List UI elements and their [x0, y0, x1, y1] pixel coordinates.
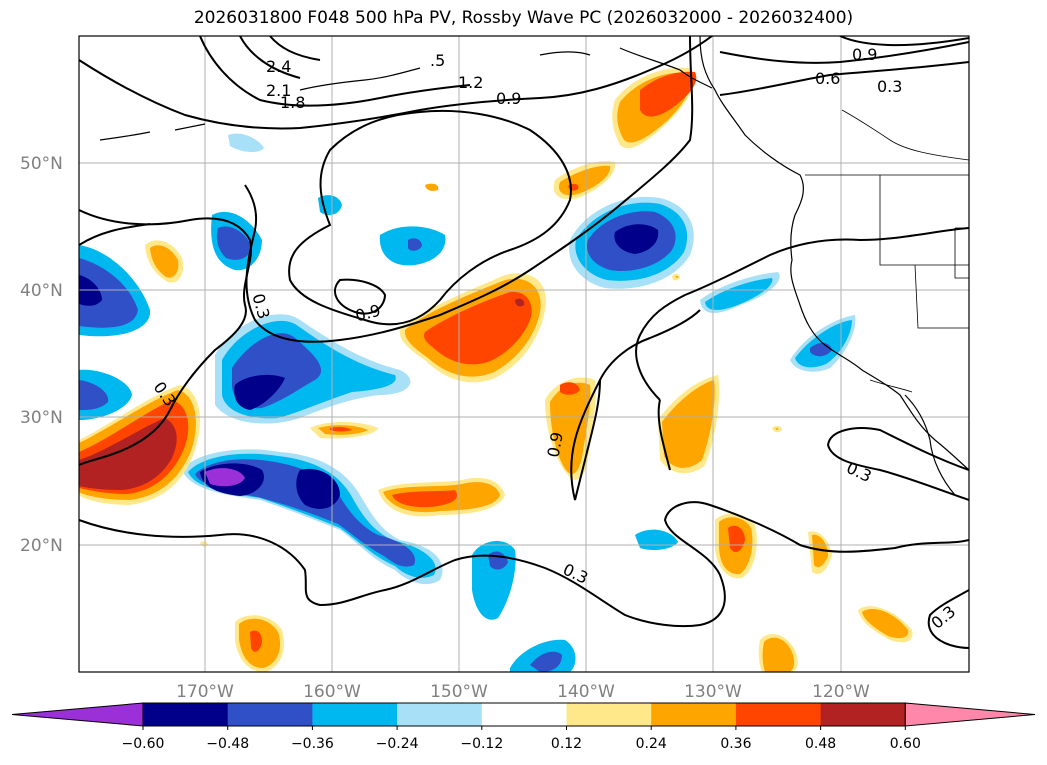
colorbar-extend-max [904, 702, 1036, 727]
contour-label: 0.6 [815, 69, 840, 88]
graticule [79, 36, 969, 672]
contour-label: .5 [430, 51, 445, 70]
lon-label: 170°W [176, 682, 234, 702]
contour-label: 2.4 [266, 57, 291, 76]
lon-label: 120°W [812, 682, 870, 702]
colorbar-tick-label: 0.36 [720, 736, 751, 752]
coastlines [99, 36, 969, 496]
contour-label: 0.9 [852, 45, 877, 64]
lon-label: 130°W [684, 682, 742, 702]
colorbar: −0.60 −0.48 −0.36 −0.24 −0.12 0.12 0.24 0.36 0.4… [11, 702, 1036, 752]
colorbar-segment [397, 703, 483, 726]
contour-label: 1.8 [280, 93, 305, 112]
colorbar-tick-label: 0.12 [551, 736, 582, 752]
colorbar-segment [143, 703, 229, 726]
colorbar-tick-label: −0.48 [206, 736, 249, 752]
pv-contours [79, 36, 969, 649]
colorbar-tick-label: 0.60 [890, 736, 921, 752]
plot-frame [78, 35, 970, 673]
lon-label: 160°W [303, 682, 361, 702]
contour-label: 0.9 [496, 89, 521, 108]
pv-shading [79, 67, 913, 672]
map-title: 2026031800 F048 500 hPa PV, Rossby Wave … [193, 8, 854, 28]
colorbar-segment [566, 703, 652, 726]
colorbar-tick-label: 0.48 [805, 736, 836, 752]
lat-label: 40°N [20, 281, 63, 301]
contour-label: 2.1 [266, 81, 291, 100]
colorbar-tick-label: −0.12 [460, 736, 503, 752]
colorbar-segment [312, 703, 398, 726]
plot-area: 2.4 2.1 1.8 .5 1.2 0.9 0.9 0.6 0.3 0.3 0… [79, 36, 969, 672]
contour-label: 1.2 [458, 73, 483, 92]
lat-label: 20°N [20, 536, 63, 556]
colorbar-extend-min [11, 702, 144, 727]
colorbar-tick-label: −0.60 [122, 736, 165, 752]
colorbar-segment [651, 703, 737, 726]
lon-label: 150°W [430, 682, 488, 702]
colorbar-segment [227, 703, 313, 726]
colorbar-segment [735, 703, 822, 726]
colorbar-tick-label: 0.24 [636, 736, 667, 752]
colorbar-segment [481, 703, 567, 726]
lon-label: 140°W [557, 682, 615, 702]
contour-label: 0.3 [877, 77, 902, 96]
lat-label: 50°N [20, 154, 63, 174]
lat-label: 30°N [20, 408, 63, 428]
colorbar-tick-label: −0.24 [376, 736, 419, 752]
lat-axis: 50°N 40°N 30°N 20°N [20, 154, 63, 556]
lon-axis: 170°W 160°W 150°W 140°W 130°W 120°W [176, 682, 870, 702]
colorbar-segment [820, 703, 906, 726]
colorbar-outline [142, 702, 906, 727]
contour-label: 0.9 [544, 430, 567, 458]
colorbar-tick-label: −0.36 [291, 736, 334, 752]
